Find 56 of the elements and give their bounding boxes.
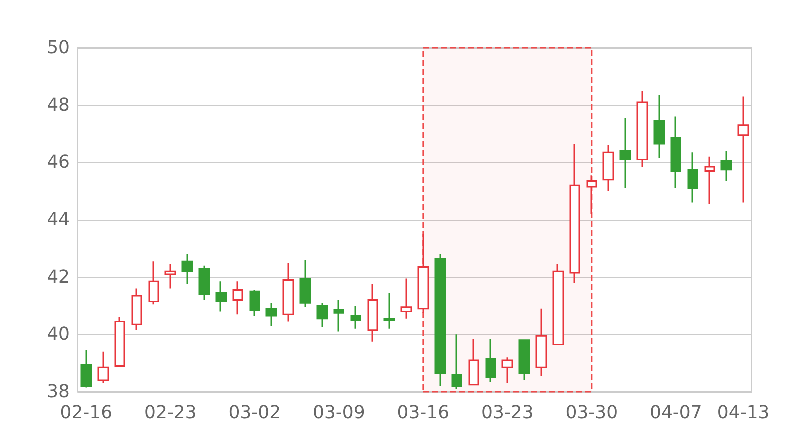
x-tick-label: 02-23 (144, 402, 197, 424)
candlestick (132, 288, 142, 332)
candlestick (688, 152, 698, 204)
candlestick (654, 94, 666, 160)
x-tick-label: 04-07 (650, 402, 702, 424)
candlestick (486, 338, 496, 383)
candlestick (300, 259, 312, 308)
candlestick (552, 264, 564, 346)
candlestick (418, 234, 430, 314)
candlestick (368, 284, 378, 343)
candlestick (586, 174, 598, 216)
y-tick-label: 38 (47, 382, 70, 402)
x-tick-label: 04-13 (717, 402, 770, 424)
y-tick-label: 46 (47, 152, 70, 174)
candlestick (670, 116, 682, 190)
candlestick (250, 289, 260, 317)
candlestick (80, 350, 92, 388)
candlestick (518, 340, 530, 382)
x-tick-label: 03-09 (313, 402, 366, 424)
x-tick-label: 03-02 (228, 402, 282, 424)
candlestick (164, 264, 176, 290)
x-tick-label: 03-30 (566, 402, 618, 424)
candlestick (434, 254, 446, 388)
x-tick-label: 03-16 (397, 402, 450, 424)
candlestick (350, 305, 362, 330)
candlestick (620, 117, 632, 190)
candlestick (98, 351, 110, 384)
candlestick (316, 302, 328, 328)
y-tick-label: 44 (47, 210, 70, 230)
candlestick (468, 338, 480, 386)
candlestick (704, 156, 716, 205)
candlestick (232, 280, 244, 316)
x-tick-label: 02-16 (60, 402, 113, 424)
candlestick (334, 300, 344, 333)
candlestick (216, 280, 228, 312)
candlestick (182, 254, 194, 286)
candlestick (570, 143, 580, 284)
candlestick (282, 262, 294, 323)
y-tick-label: 50 (47, 38, 70, 58)
candlestick (502, 356, 514, 384)
y-tick-label: 42 (47, 266, 70, 288)
y-tick-label: 48 (47, 94, 70, 116)
x-tick-label: 03-23 (482, 402, 534, 424)
candlestick (148, 260, 160, 306)
candlestick (536, 308, 548, 377)
y-tick-label: 40 (47, 324, 70, 346)
candlestick (114, 316, 126, 367)
candlestick (738, 96, 750, 204)
candlestick (720, 150, 732, 182)
candlestick (602, 144, 614, 192)
candlestick (198, 265, 210, 302)
candlestick (452, 334, 462, 390)
candlestick (384, 292, 396, 330)
candlestick (266, 302, 278, 327)
candlestick (400, 278, 412, 320)
candlestick (636, 90, 648, 168)
